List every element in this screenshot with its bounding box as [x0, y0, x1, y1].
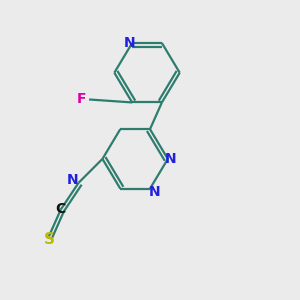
Text: N: N — [165, 152, 177, 166]
Text: N: N — [148, 184, 160, 199]
Text: S: S — [44, 232, 54, 247]
Text: N: N — [67, 173, 79, 187]
Text: F: F — [77, 92, 86, 106]
Text: N: N — [123, 36, 135, 50]
Text: C: C — [56, 202, 66, 216]
